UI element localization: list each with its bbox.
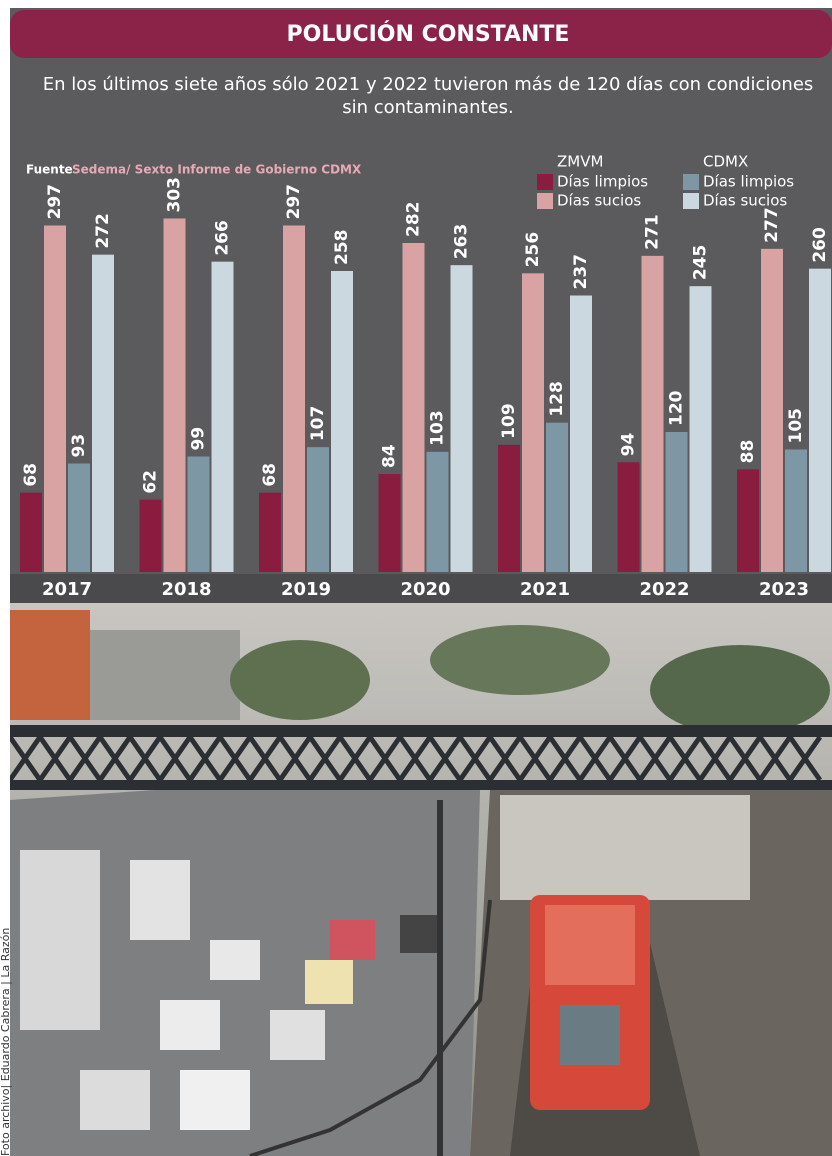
value-label: 297: [45, 184, 65, 220]
bar: [761, 248, 783, 573]
bar: [307, 447, 329, 572]
legend-label: Días limpios: [703, 173, 794, 191]
bar: [139, 499, 162, 572]
value-label: 68: [260, 463, 280, 487]
source: Sedema/ Sexto Informe de Gobierno CDMX: [72, 163, 362, 177]
bar: [402, 243, 425, 572]
value-label: 245: [691, 245, 711, 281]
bar: [20, 492, 42, 572]
value-label: 272: [93, 213, 113, 249]
bar: [283, 225, 305, 572]
x-tick-label: 2023: [759, 579, 809, 600]
title-bar: [10, 10, 832, 58]
x-tick-label: 2018: [161, 579, 211, 600]
photo-credit: Foto archivo| Eduardo Cabrera | La Razón: [0, 928, 12, 1156]
value-label: 237: [571, 254, 591, 290]
value-label: 120: [667, 390, 687, 426]
legend-swatch: [683, 174, 699, 190]
bar: [641, 255, 664, 573]
bar: [331, 271, 353, 572]
value-label: 94: [619, 433, 639, 457]
value-label: 107: [308, 406, 328, 442]
value-label: 297: [284, 184, 304, 220]
bar: [259, 492, 281, 572]
photo: [0, 603, 832, 1156]
value-label: 260: [810, 227, 830, 263]
legend-title: ZMVM: [557, 153, 603, 171]
bar: [737, 469, 759, 572]
bar: [163, 218, 186, 572]
legend-label: Días sucios: [557, 192, 641, 210]
value-label: 84: [380, 444, 400, 468]
value-label: 88: [738, 440, 758, 464]
bar: [617, 462, 640, 572]
bar: [426, 451, 449, 572]
legend-label: Días sucios: [703, 192, 787, 210]
legend-label: Días limpios: [557, 173, 648, 191]
bar: [809, 268, 831, 572]
bar: [665, 432, 688, 572]
value-label: 68: [21, 463, 41, 487]
x-tick-label: 2017: [42, 579, 92, 600]
x-tick-label: 2022: [639, 579, 689, 600]
bar: [689, 286, 712, 572]
bar: [211, 261, 234, 572]
legend-title: CDMX: [703, 153, 748, 171]
value-label: 93: [69, 434, 89, 458]
chart-title: POLUCIÓN CONSTANTE: [287, 21, 570, 47]
bar: [378, 474, 401, 572]
legend-swatch: [537, 174, 553, 190]
value-label: 277: [762, 207, 782, 243]
value-label: 271: [643, 214, 663, 250]
bar: [546, 422, 568, 572]
bar: [522, 273, 544, 572]
value-label: 263: [452, 224, 472, 260]
value-label: 62: [141, 470, 161, 494]
legend-swatch: [683, 193, 699, 209]
value-label: 303: [165, 177, 185, 213]
bar: [450, 265, 473, 572]
bar: [92, 254, 114, 572]
value-label: 128: [547, 381, 567, 417]
value-label: 282: [404, 202, 424, 238]
x-tick-label: 2021: [520, 579, 570, 600]
subtitle: sin contaminantes.: [342, 97, 514, 118]
bar: [187, 456, 210, 572]
value-label: 266: [213, 220, 233, 256]
bar: [498, 444, 520, 572]
value-label: 105: [786, 408, 806, 444]
x-tick-label: 2020: [400, 579, 450, 600]
bar: [570, 295, 592, 572]
value-label: 103: [428, 410, 448, 446]
bar: [785, 449, 807, 572]
value-label: 109: [499, 403, 519, 439]
year-band: [10, 574, 832, 604]
value-label: 256: [523, 232, 543, 268]
legend-swatch: [537, 193, 553, 209]
value-label: 99: [189, 427, 209, 451]
x-tick-label: 2019: [281, 579, 331, 600]
bar: [44, 225, 66, 572]
subtitle: En los últimos siete años sólo 2021 y 20…: [43, 74, 814, 95]
value-label: 258: [332, 230, 352, 266]
bar: [68, 463, 90, 572]
source-label: Fuente: [26, 163, 73, 177]
